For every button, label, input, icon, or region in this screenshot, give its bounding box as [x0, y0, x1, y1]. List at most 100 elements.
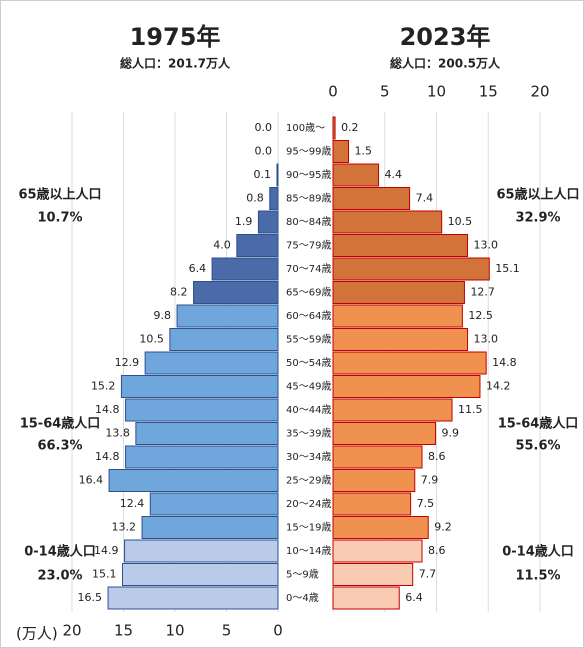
bar	[332, 210, 443, 234]
bar	[332, 586, 400, 610]
value-label: 14.2	[486, 380, 511, 393]
value-label: 0.8	[246, 192, 264, 205]
x-tick-label: 0	[273, 622, 283, 640]
value-label: 7.9	[421, 474, 439, 487]
group-share: 55.6%	[515, 439, 560, 454]
value-label: 15.1	[92, 568, 117, 581]
bar	[257, 210, 279, 234]
value-label: 14.9	[94, 544, 119, 557]
bar	[269, 187, 279, 210]
value-label: 0.2	[341, 121, 359, 134]
bar	[236, 234, 279, 257]
value-label: 0.1	[253, 168, 271, 181]
group-label: 65歳以上人口	[18, 187, 101, 203]
bar	[332, 375, 481, 398]
bar	[121, 563, 279, 586]
x-tick-label: 20	[530, 83, 549, 101]
bar	[332, 140, 350, 163]
value-label: 15.1	[495, 262, 520, 275]
value-label: 16.4	[79, 474, 104, 487]
x-tick-label: 0	[328, 83, 338, 101]
value-label: 10.5	[139, 333, 164, 346]
value-label: 7.7	[419, 568, 437, 581]
x-tick-label: 10	[165, 622, 184, 640]
x-tick-label: 20	[62, 622, 81, 640]
bar	[211, 257, 279, 281]
value-label: 12.7	[470, 286, 495, 299]
category-label: 75～79歳	[286, 240, 331, 252]
category-label: 65～69歳	[286, 287, 331, 299]
x-tick-label: 5	[222, 622, 232, 640]
x-tick-label: 5	[380, 83, 390, 101]
category-label: 35～39歳	[286, 428, 331, 440]
value-label: 9.2	[434, 521, 452, 534]
category-label: 25～29歳	[286, 475, 331, 487]
bar	[332, 445, 423, 469]
category-label: 85～89歳	[286, 193, 331, 205]
bar	[144, 351, 279, 375]
bar	[169, 328, 279, 351]
group-label: 65歳以上人口	[496, 187, 579, 203]
value-label: 11.5	[458, 403, 483, 416]
panel-subtitle: 総人口：201.7万人	[120, 56, 231, 71]
bar	[332, 257, 490, 281]
value-label: 13.0	[474, 333, 499, 346]
panel-subtitle: 総人口：200.5万人	[390, 56, 501, 71]
value-label: 4.0	[213, 239, 231, 252]
bar	[107, 586, 279, 610]
category-label: 80～84歳	[286, 216, 331, 228]
value-label: 6.4	[405, 591, 423, 604]
value-label: 1.5	[355, 145, 373, 158]
group-share: 32.9%	[515, 211, 560, 226]
category-label: 45～49歳	[286, 381, 331, 393]
category-label: 15～19歳	[286, 522, 331, 534]
value-label: 7.5	[417, 497, 435, 510]
unit-label: (万人)	[16, 625, 58, 643]
bar	[332, 116, 336, 140]
bar	[332, 234, 469, 257]
bar	[332, 563, 414, 586]
value-label: 15.2	[91, 380, 116, 393]
value-label: 13.8	[105, 427, 130, 440]
bar	[125, 445, 279, 469]
value-label: 16.5	[78, 591, 103, 604]
bar	[332, 304, 463, 328]
bar	[276, 163, 279, 187]
value-label: 14.8	[95, 450, 120, 463]
panel-title: 2023年	[400, 23, 491, 51]
group-label: 15-64歳人口	[498, 416, 579, 432]
category-label: 100歳～	[286, 122, 325, 134]
bar	[332, 398, 453, 422]
category-label: 50～54歳	[286, 357, 331, 369]
value-label: 10.5	[448, 215, 473, 228]
bar	[332, 328, 469, 351]
bar	[332, 492, 412, 516]
bar	[332, 187, 411, 210]
bar	[332, 469, 416, 492]
value-label: 9.9	[441, 427, 459, 440]
x-tick-label: 10	[427, 83, 446, 101]
group-label: 0-14歳人口	[24, 544, 96, 560]
category-label: 60～64歳	[286, 310, 331, 322]
category-label: 55～59歳	[286, 334, 331, 346]
group-share: 23.0%	[37, 569, 82, 584]
bar	[149, 492, 279, 516]
bar	[135, 422, 279, 445]
group-label: 15-64歳人口	[20, 416, 101, 432]
category-label: 0～4歳	[286, 592, 319, 604]
value-label: 12.4	[120, 497, 145, 510]
group-share: 11.5%	[515, 569, 560, 584]
category-label: 95～99歳	[286, 146, 331, 158]
value-label: 8.6	[428, 544, 446, 557]
value-label: 6.4	[189, 262, 207, 275]
x-tick-label: 15	[114, 622, 133, 640]
value-label: 8.2	[170, 286, 188, 299]
group-share: 66.3%	[37, 439, 82, 454]
value-label: 13.2	[112, 521, 137, 534]
category-label: 40～44歳	[286, 404, 331, 416]
category-label: 10～14歳	[286, 545, 331, 557]
bar	[332, 351, 487, 375]
group-label: 0-14歳人口	[502, 544, 574, 560]
bar	[332, 281, 465, 304]
